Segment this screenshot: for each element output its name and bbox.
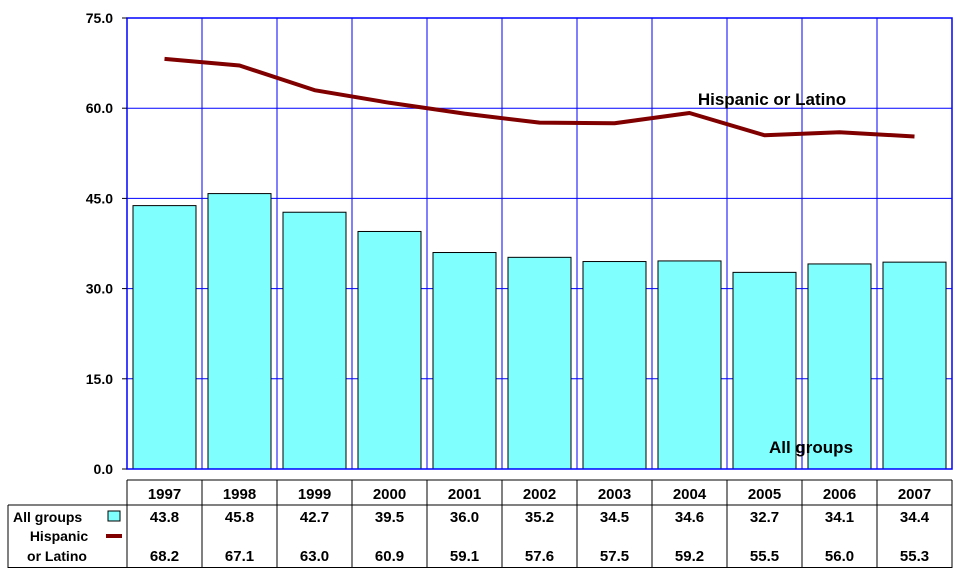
data-label-all-groups: 34.5 [600, 509, 629, 526]
bar-2000 [357, 230, 422, 470]
data-label-all-groups: 36.0 [450, 509, 479, 526]
x-tick-label: 1997 [148, 486, 181, 503]
data-label-hispanic: 60.9 [375, 548, 404, 565]
x-tick-label: 1998 [223, 486, 256, 503]
y-tick-label: 15.0 [86, 371, 113, 387]
x-tick-label: 2004 [673, 486, 707, 503]
bar-2004 [657, 260, 722, 470]
bar-2005 [732, 271, 797, 470]
bar-2001 [432, 252, 497, 470]
y-tick-label: 30.0 [86, 281, 113, 297]
x-tick-label: 2000 [373, 486, 406, 503]
plot-border [126, 17, 953, 470]
y-tick-label: 60.0 [86, 100, 113, 116]
data-label-all-groups: 42.7 [300, 509, 329, 526]
data-label-hispanic: 57.5 [600, 548, 629, 565]
data-table: 1997 43.8 68.2 1998 45.8 67.1 1999 42.7 63.0 2000… [7, 479, 953, 568]
bar-series-all-groups [132, 193, 947, 470]
data-label-hispanic: 55.3 [900, 548, 929, 565]
x-tick-label: 2006 [823, 486, 856, 503]
line-hispanic-or-latino [164, 56, 915, 139]
line-series-hispanic [164, 56, 915, 139]
data-label-all-groups: 43.8 [150, 509, 179, 526]
data-label-hispanic: 68.2 [150, 548, 179, 565]
data-label-all-groups: 34.1 [825, 509, 854, 526]
y-axis-ticks: 0.0 15.0 30.0 45.0 60.0 75.0 [86, 10, 127, 477]
legend-hispanic-label-line1: Hispanic [30, 528, 89, 544]
x-tick-label: 2003 [598, 486, 631, 503]
data-label-all-groups: 34.6 [675, 509, 704, 526]
x-tick-label: 2007 [898, 486, 931, 503]
x-tick-label: 2001 [448, 486, 481, 503]
data-label-all-groups: 45.8 [225, 509, 254, 526]
annotation-all-groups: All groups [769, 438, 853, 457]
legend-hispanic-label-line2: or Latino [27, 548, 87, 564]
x-tick-label: 2005 [748, 486, 781, 503]
legend-all-groups-label: All groups [13, 509, 82, 525]
data-label-hispanic: 57.6 [525, 548, 554, 565]
bar-2003 [582, 261, 647, 470]
x-tick-label: 2002 [523, 486, 556, 503]
legend-all-groups-swatch [107, 510, 121, 522]
bar-1998 [207, 193, 272, 470]
data-label-all-groups: 34.4 [900, 509, 930, 526]
y-tick-label: 45.0 [86, 190, 113, 206]
data-label-all-groups: 35.2 [525, 509, 554, 526]
data-label-hispanic: 63.0 [300, 548, 329, 565]
bar-2002 [507, 256, 572, 470]
bar-2007 [882, 261, 947, 470]
x-tick-label: 1999 [298, 486, 331, 503]
y-tick-label: 0.0 [94, 461, 114, 477]
data-label-hispanic: 59.1 [450, 548, 479, 565]
data-label-hispanic: 56.0 [825, 548, 854, 565]
annotation-hispanic-or-latino: Hispanic or Latino [698, 90, 846, 109]
data-label-hispanic: 59.2 [675, 548, 704, 565]
data-label-hispanic: 55.5 [750, 548, 779, 565]
data-label-all-groups: 39.5 [375, 509, 404, 526]
data-label-all-groups: 32.7 [750, 509, 779, 526]
data-label-hispanic: 67.1 [225, 548, 254, 565]
bar-1997 [132, 205, 197, 470]
bar-1999 [282, 211, 347, 470]
y-tick-label: 75.0 [86, 10, 113, 26]
